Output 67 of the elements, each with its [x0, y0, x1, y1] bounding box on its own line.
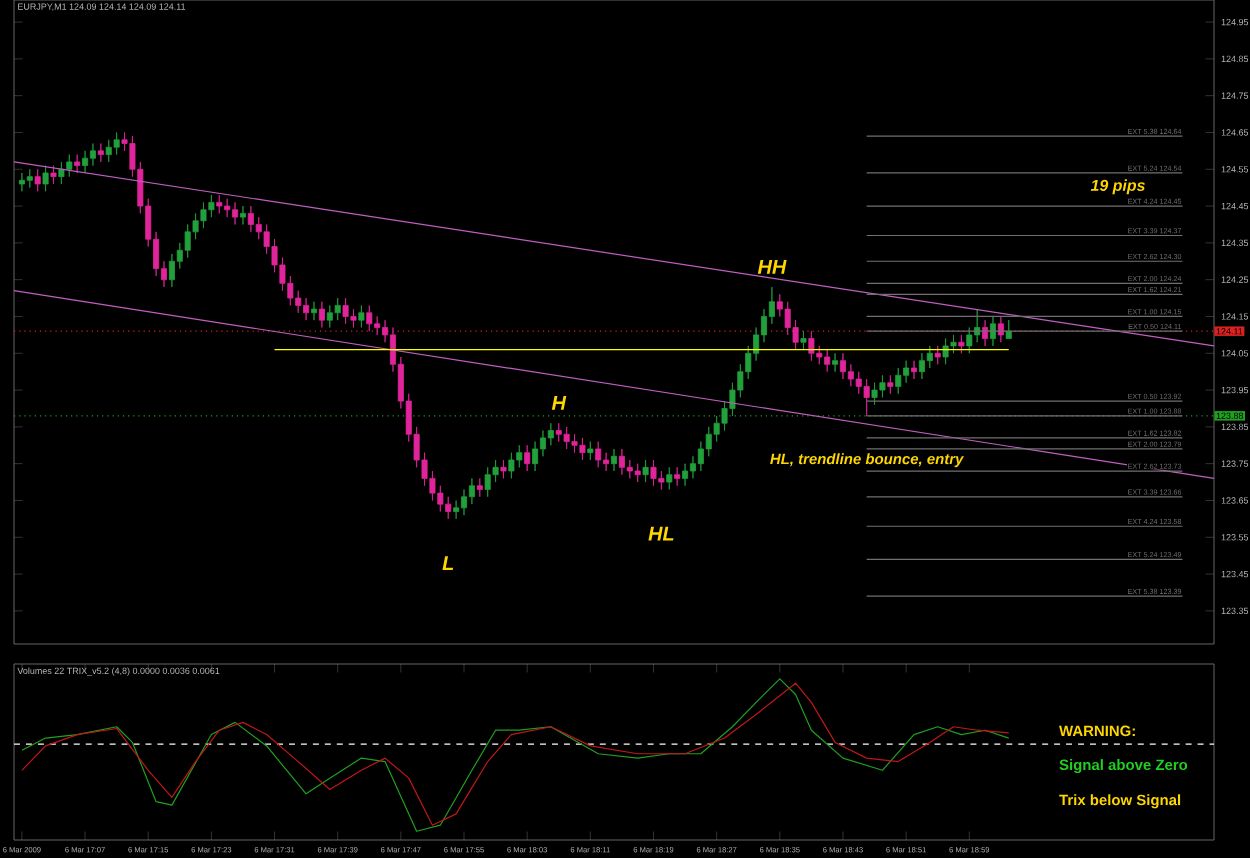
candlestick [224, 198, 231, 218]
candlestick [563, 426, 570, 450]
candlestick [34, 168, 41, 192]
candlestick [800, 330, 807, 350]
annotation: HH [757, 259, 787, 274]
candlestick [342, 297, 349, 325]
annotation: L [442, 556, 454, 570]
candlestick [555, 422, 562, 442]
candlestick [634, 463, 641, 483]
candlestick [97, 143, 104, 163]
candlestick [74, 154, 81, 174]
candlestick [89, 143, 96, 166]
candlestick [232, 201, 239, 225]
candlestick [105, 139, 112, 163]
candlestick [832, 352, 839, 373]
candlestick [958, 334, 965, 354]
candlestick [871, 382, 878, 406]
annotation: H [551, 396, 567, 410]
candlestick [879, 374, 886, 398]
candlestick [674, 466, 681, 487]
candlestick [863, 378, 870, 417]
candlestick [611, 448, 618, 472]
candlestick [642, 459, 649, 483]
candlestick [26, 168, 33, 189]
candlestick [579, 437, 586, 461]
candlestick [484, 466, 491, 498]
candlestick [113, 132, 120, 155]
candlestick [58, 161, 65, 185]
candlestick [524, 444, 531, 472]
candlestick [934, 345, 941, 365]
candlestick [895, 367, 902, 395]
candlestick [500, 459, 507, 479]
candlestick [571, 433, 578, 454]
candlestick [997, 316, 1004, 343]
candlestick [839, 352, 846, 380]
candlestick [239, 205, 246, 225]
annotation: HL [648, 526, 674, 541]
candlestick [326, 305, 333, 328]
candlestick [303, 297, 310, 321]
candlestick [650, 459, 657, 487]
candlestick [42, 165, 49, 192]
candlestick [682, 463, 689, 487]
candlestick [18, 172, 25, 192]
candlestick [618, 448, 625, 476]
candlestick [824, 349, 831, 373]
candlestick [82, 150, 89, 174]
candlestick [247, 205, 254, 233]
candlestick [366, 305, 373, 332]
candlestick [911, 360, 918, 380]
candlestick [918, 352, 925, 380]
candlestick [666, 466, 673, 490]
candlestick [216, 194, 223, 214]
candlestick [587, 441, 594, 461]
candlestick [334, 297, 341, 321]
candlestick [476, 478, 483, 498]
candlestick [595, 441, 602, 468]
candlestick [358, 305, 365, 328]
candlestick [887, 374, 894, 395]
candlestick [942, 338, 949, 365]
candlestick [808, 330, 815, 362]
candlestick [50, 165, 57, 185]
candlestick [318, 301, 325, 328]
candlestick [508, 452, 515, 479]
candlestick [989, 316, 996, 347]
candlestick [66, 154, 73, 178]
candlestick [982, 319, 989, 347]
candlestick [311, 301, 318, 321]
